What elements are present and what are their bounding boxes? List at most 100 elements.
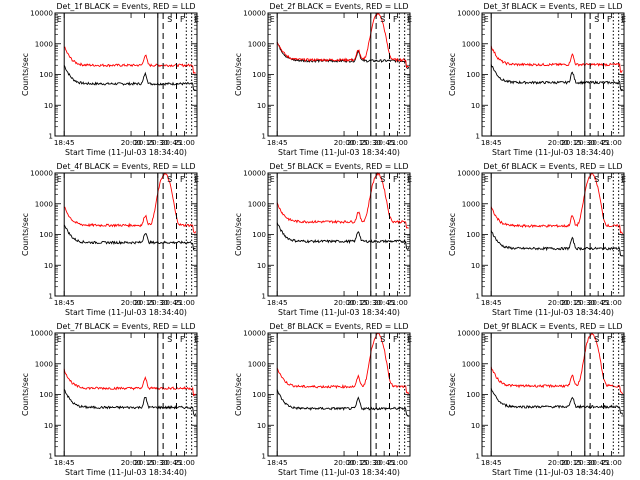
region-label: F — [393, 15, 398, 24]
panel-3: Det_3f BLACK = Events, RED = LLD Counts/s… — [448, 2, 626, 157]
x-tick-label: 21:00 — [174, 138, 195, 147]
y-axis-label: Counts/sec — [21, 53, 30, 96]
y-tick-label: 10000 — [30, 329, 53, 338]
y-tick-label: 100 — [252, 70, 266, 79]
y-tick-label: 1000 — [462, 359, 481, 368]
plot-frame — [267, 172, 411, 297]
x-tick-label: 18:45 — [267, 458, 288, 467]
series-events — [276, 389, 410, 417]
series-events — [63, 65, 197, 91]
region-label: E — [484, 15, 489, 24]
x-tick-label: 21:00 — [174, 458, 195, 467]
x-tick-label: 20:15 — [134, 298, 155, 307]
series-lld — [63, 46, 196, 74]
y-tick-label: 1 — [48, 452, 53, 461]
y-tick-label: 10000 — [457, 169, 480, 178]
panel-1: Det_1f BLACK = Events, RED = LLD Counts/s… — [21, 2, 199, 157]
region-label: S — [380, 15, 385, 24]
y-tick-label: 1 — [48, 292, 53, 301]
y-tick-label: 100 — [39, 230, 53, 239]
x-tick-label: 20:15 — [134, 458, 155, 467]
y-tick-label: 10 — [471, 421, 481, 430]
region-label: F — [607, 15, 612, 24]
x-axis-label: Start Time (11-Jul-03 18:34:40) — [65, 468, 187, 477]
region-label: F — [180, 175, 185, 184]
region-label: F — [393, 175, 398, 184]
y-axis-label: Counts/sec — [448, 53, 457, 96]
panel-4: Det_4f BLACK = Events, RED = LLD Counts/s… — [21, 162, 199, 317]
region-label: E — [57, 175, 62, 184]
series-lld — [63, 368, 196, 397]
y-tick-label: 100 — [252, 230, 266, 239]
x-tick-label: 20:45 — [588, 458, 609, 467]
series-lld — [490, 172, 624, 235]
x-tick-label: 20:15 — [134, 138, 155, 147]
series-lld — [64, 173, 197, 234]
region-label: S — [594, 15, 599, 24]
x-tick-label: 20:00 — [548, 458, 569, 467]
y-tick-label: 1 — [475, 452, 480, 461]
region-label: E — [57, 335, 62, 344]
plot-frame — [267, 332, 411, 457]
x-tick-label: 20:00 — [121, 138, 142, 147]
y-tick-label: 10 — [44, 101, 54, 110]
x-tick-label: 21:00 — [387, 458, 408, 467]
x-tick-label: 20:30 — [147, 298, 168, 307]
y-tick-label: 1000 — [462, 39, 481, 48]
y-tick-label: 100 — [252, 390, 266, 399]
x-tick-label: 18:45 — [267, 138, 288, 147]
region-label: F — [180, 335, 185, 344]
panel-title: Det_8f BLACK = Events, RED = LLD — [270, 322, 409, 331]
panel-9: Det_9f BLACK = Events, RED = LLD Counts/s… — [448, 322, 626, 477]
x-tick-label: 20:30 — [360, 298, 381, 307]
x-tick-label: 20:30 — [360, 458, 381, 467]
y-tick-label: 1000 — [248, 359, 267, 368]
y-tick-label: 100 — [39, 390, 53, 399]
x-tick-label: 20:30 — [147, 138, 168, 147]
series-lld — [276, 171, 409, 229]
x-axis-label: Start Time (11-Jul-03 18:34:40) — [492, 308, 614, 317]
x-tick-label: 20:45 — [374, 138, 395, 147]
panel-title: Det_7f BLACK = Events, RED = LLD — [57, 322, 196, 331]
panel-title: Det_1f BLACK = Events, RED = LLD — [57, 2, 196, 11]
region-label: S — [167, 335, 172, 344]
y-axis-label: Counts/sec — [234, 213, 243, 256]
x-tick-label: 21:00 — [387, 298, 408, 307]
panel-7: Det_7f BLACK = Events, RED = LLD Counts/s… — [21, 322, 199, 477]
x-tick-label: 20:15 — [347, 458, 368, 467]
x-tick-label: 20:30 — [574, 138, 595, 147]
x-tick-label: 20:30 — [574, 458, 595, 467]
panel-title: Det_9f BLACK = Events, RED = LLD — [484, 322, 623, 331]
y-tick-label: 100 — [466, 230, 480, 239]
plot-frame — [481, 12, 625, 137]
region-label: F — [607, 175, 612, 184]
x-axis-label: Start Time (11-Jul-03 18:34:40) — [65, 308, 187, 317]
region-label: S — [594, 175, 599, 184]
x-tick-label: 20:15 — [347, 298, 368, 307]
x-tick-label: 18:45 — [54, 138, 75, 147]
plot-frame — [54, 172, 198, 297]
x-tick-label: 20:15 — [561, 458, 582, 467]
series-events — [276, 222, 410, 250]
region-label: S — [167, 175, 172, 184]
x-tick-label: 18:45 — [54, 298, 75, 307]
region-label: F — [180, 15, 185, 24]
y-axis-label: Counts/sec — [448, 373, 457, 416]
x-tick-label: 20:00 — [121, 458, 142, 467]
region-label: F — [393, 335, 398, 344]
y-axis-label: Counts/sec — [234, 53, 243, 96]
series-lld — [276, 12, 409, 69]
y-tick-label: 10 — [44, 421, 54, 430]
x-tick-label: 20:45 — [161, 138, 182, 147]
x-tick-label: 20:00 — [334, 458, 355, 467]
x-tick-label: 21:00 — [174, 298, 195, 307]
x-tick-label: 20:15 — [561, 138, 582, 147]
panel-6: Det_6f BLACK = Events, RED = LLD Counts/s… — [448, 162, 626, 317]
y-tick-label: 1 — [261, 292, 266, 301]
series-lld — [276, 332, 410, 395]
x-tick-label: 20:00 — [121, 298, 142, 307]
x-tick-label: 20:00 — [334, 138, 355, 147]
y-tick-label: 10 — [44, 261, 54, 270]
panel-5: Det_5f BLACK = Events, RED = LLD Counts/s… — [234, 162, 412, 317]
